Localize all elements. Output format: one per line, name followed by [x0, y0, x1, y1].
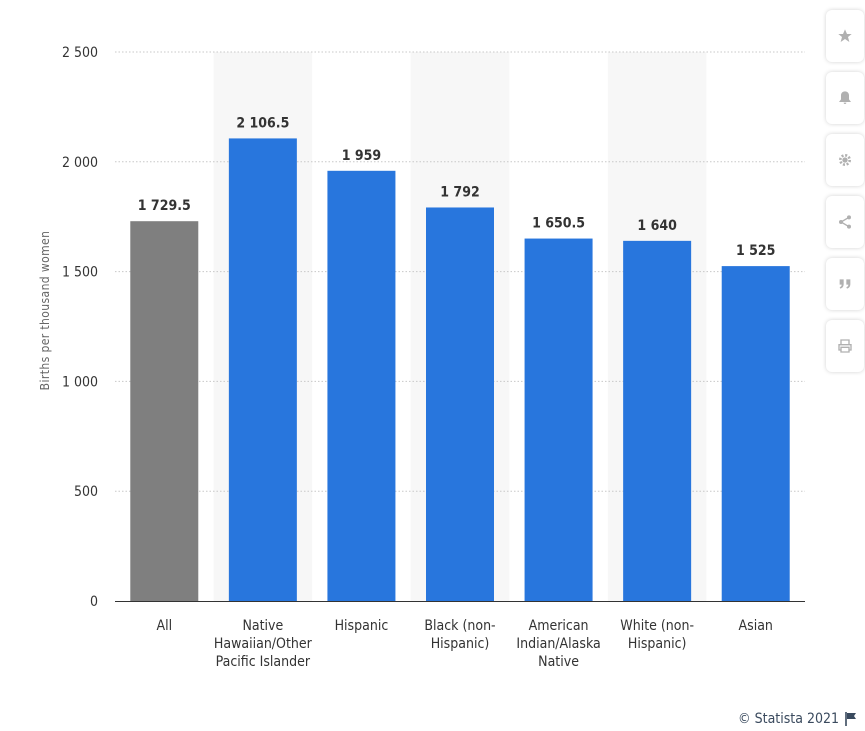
bar-value-label: 2 106.5 [236, 115, 289, 131]
bar[interactable] [228, 138, 297, 601]
print-button[interactable] [826, 320, 864, 372]
bell-icon [839, 91, 851, 104]
quote-icon [839, 279, 851, 289]
share-icon [839, 215, 851, 229]
bar-value-label: 1 792 [440, 184, 479, 200]
bar[interactable] [327, 170, 396, 602]
notification-button[interactable] [826, 72, 864, 124]
x-category-label: White (non-Hispanic) [620, 618, 694, 652]
y-tick-label: 500 [74, 484, 98, 500]
bar-value-label: 1 729.5 [138, 198, 191, 214]
bar[interactable] [721, 266, 790, 601]
bar-value-label: 1 959 [342, 148, 381, 164]
y-axis-title: Births per thousand women [38, 231, 52, 391]
x-category-label: Black (non-Hispanic) [424, 618, 495, 652]
bar-value-label: 1 640 [637, 218, 677, 234]
y-tick-label: 1 000 [62, 374, 98, 390]
bar-value-label: 1 525 [736, 243, 775, 259]
y-tick-label: 0 [90, 594, 98, 610]
cite-button[interactable] [826, 258, 864, 310]
flag-icon[interactable] [845, 712, 857, 726]
bar[interactable] [623, 240, 692, 601]
bar[interactable] [426, 207, 494, 601]
settings-button[interactable] [826, 134, 864, 186]
bar-value-label: 1 650.5 [532, 216, 585, 232]
y-tick-label: 1 500 [62, 265, 98, 281]
x-category-label: All [156, 618, 172, 634]
x-category-label: American Indian/Alaska Native [516, 618, 600, 670]
y-tick-label: 2 500 [62, 45, 98, 61]
x-category-label: Hispanic [335, 618, 389, 634]
credit-text[interactable]: © Statista 2021 [738, 711, 839, 727]
footer-credit: © Statista 2021 [738, 711, 857, 727]
x-category-label: Native Hawaiian/Other Pacific Islander [214, 618, 313, 670]
x-category-label: Asian [739, 618, 773, 634]
side-toolbar [826, 10, 864, 382]
star-icon [838, 29, 852, 42]
share-button[interactable] [826, 196, 864, 248]
favorite-button[interactable] [826, 10, 864, 62]
y-tick-label: 2 000 [62, 155, 98, 171]
print-icon [838, 339, 852, 353]
gear-icon [839, 154, 851, 166]
bar[interactable] [130, 221, 199, 602]
bar[interactable] [524, 238, 593, 601]
